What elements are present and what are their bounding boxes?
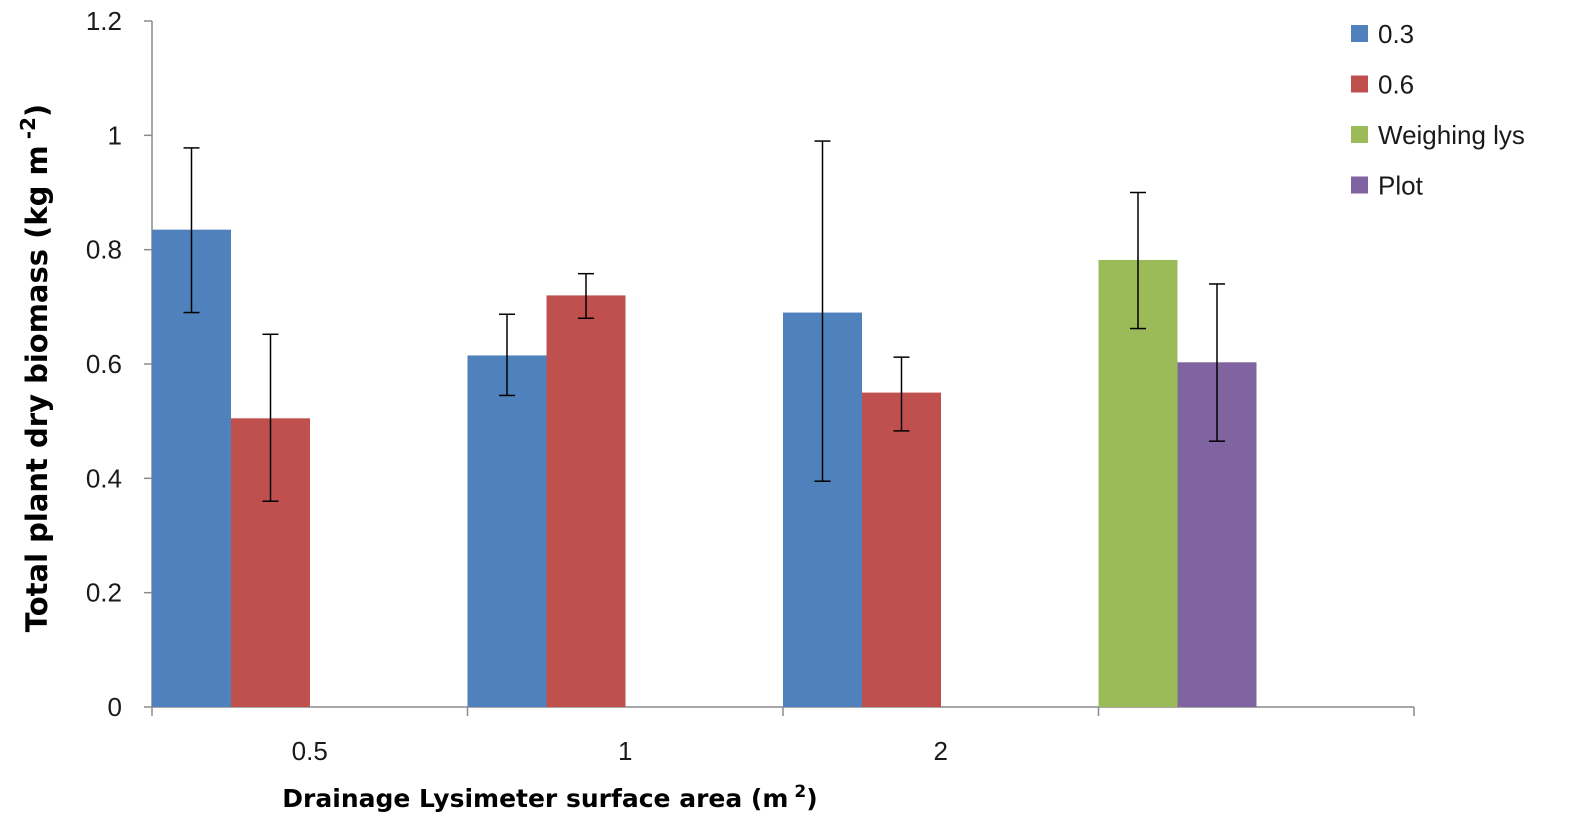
y-tick-label: 0.4 xyxy=(86,463,122,493)
bar xyxy=(546,295,626,707)
bar xyxy=(862,392,941,707)
legend-swatch xyxy=(1351,75,1368,93)
x-axis-title: Drainage Lysimeter surface area (m 2) xyxy=(282,782,817,813)
x-tick-label: 0.5 xyxy=(292,736,328,766)
y-axis-title-text: Total plant dry biomass (kg m xyxy=(20,145,54,632)
x-tick-label: 2 xyxy=(934,736,948,766)
y-axis: 0 0.2 0.4 0.6 0.8 1 1.2 xyxy=(86,6,153,722)
y-tick-label: 0.6 xyxy=(86,349,122,379)
y-axis-title-tail: ) xyxy=(20,104,54,117)
y-axis-title-sup: -2 xyxy=(16,117,40,139)
legend-swatch xyxy=(1351,126,1368,143)
legend: 0.3 0.6 Weighing lys Plot xyxy=(1351,19,1525,201)
legend-label: 0.6 xyxy=(1378,70,1414,100)
legend-label: Weighing lys xyxy=(1378,120,1525,150)
y-tick-label: 1 xyxy=(108,120,122,150)
x-axis-title-text: Drainage Lysimeter surface area (m xyxy=(282,784,788,813)
y-tick-label: 0.2 xyxy=(86,578,122,608)
y-tick-label: 1.2 xyxy=(86,6,122,36)
y-tick-label: 0.8 xyxy=(86,235,122,265)
x-tick-label: 1 xyxy=(618,736,632,766)
y-tick-label: 0 xyxy=(108,692,122,722)
x-axis-title-sup: 2 xyxy=(794,782,806,802)
legend-label: 0.3 xyxy=(1378,19,1414,49)
bar xyxy=(1098,259,1178,707)
x-axis: 0.5 1 2 xyxy=(151,706,1415,766)
bar xyxy=(467,355,547,707)
bars xyxy=(152,229,1257,708)
x-axis-title-tail: ) xyxy=(806,784,817,813)
legend-swatch xyxy=(1351,25,1368,42)
legend-swatch xyxy=(1351,176,1368,194)
legend-label: Plot xyxy=(1378,171,1424,201)
error-bars xyxy=(183,140,1225,502)
y-axis-title: Total plant dry biomass (kg m -2) xyxy=(16,104,54,632)
